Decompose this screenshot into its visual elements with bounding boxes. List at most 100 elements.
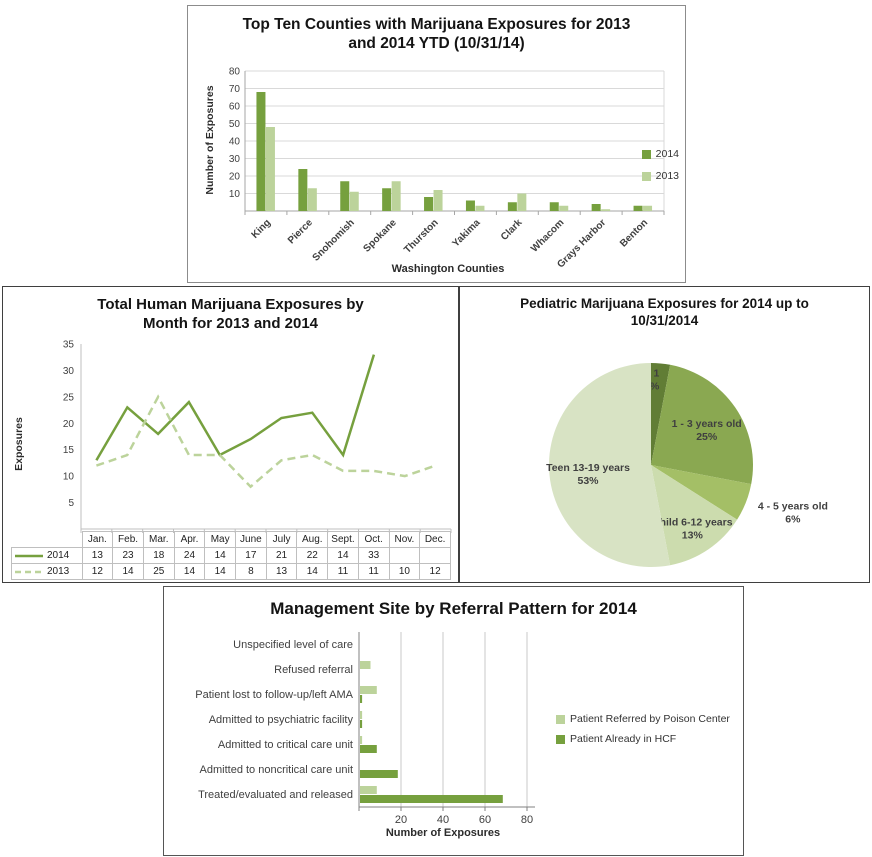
exposure-value-cell: 10 <box>388 563 421 580</box>
bar-poison-center-3 <box>360 711 363 719</box>
bar-2013-Clark <box>517 193 527 211</box>
series-legend: 2013 <box>12 566 82 577</box>
bar-2014-Snohomish <box>340 181 350 211</box>
bar-2013-Thurston <box>433 190 443 211</box>
exposure-value-cell: 25 <box>142 563 175 580</box>
pie-slice-Teen 13-19 years <box>548 363 671 567</box>
y-tick-label: 40 <box>229 137 241 148</box>
referral-bar-plot: 20 40 60 80 Unspecified level of care Refused… <box>195 632 535 826</box>
dashed-line-sample <box>15 570 43 573</box>
exposure-value-cell: 13 <box>81 547 114 564</box>
category-label: Unspecified level of care <box>233 639 353 651</box>
bar-2013-Pierce <box>307 188 317 211</box>
county-label: Whacom <box>529 217 566 254</box>
legend-swatch-2013 <box>641 171 651 181</box>
exposure-value-cell: 14 <box>204 547 237 564</box>
exposure-value-cell: 17 <box>235 547 267 564</box>
y-tick-label: 60 <box>229 102 241 113</box>
bar-poison-center-1 <box>360 661 371 669</box>
legend-swatch-2014 <box>641 149 651 159</box>
pediatric-chart-panel: Pediatric Marijuana Exposures for 2014 u… <box>459 286 870 583</box>
category-label: Admitted to noncritical care unit <box>200 764 353 776</box>
counties-x-axis-label: Washington Counties <box>391 263 505 275</box>
series-legend-cell: 2013 <box>11 563 83 580</box>
x-tick-label: 40 <box>437 814 449 826</box>
bar-2014-Grays Harbor <box>591 204 601 211</box>
exposure-value-cell: 12 <box>81 563 114 580</box>
solid-line-sample <box>15 554 43 557</box>
bar-2014-Benton <box>633 205 643 211</box>
month-header-cell: Apr. <box>173 531 206 548</box>
exposure-value-cell: 14 <box>112 563 144 580</box>
category-label: Admitted to critical care unit <box>218 739 353 751</box>
county-label: Pierce <box>286 217 315 246</box>
legend-label-2014: 2014 <box>655 148 679 160</box>
legend-label-poison-center: Patient Referred by Poison Center <box>570 713 730 725</box>
referral-x-axis-label: Number of Exposures <box>385 827 501 839</box>
month-header-cell: Aug. <box>296 531 329 548</box>
category-label: Refused referral <box>274 664 353 676</box>
category-label: Admitted to psychiatric facility <box>209 714 354 726</box>
counties-legend: 2014 2013 <box>641 148 679 182</box>
referral-chart-panel: Management Site by Referral Pattern for … <box>163 586 744 856</box>
y-tick-label: 5 <box>68 498 74 509</box>
exposure-value-cell <box>419 547 451 564</box>
month-header-cell: Mar. <box>142 531 175 548</box>
y-tick-label: 70 <box>229 84 241 95</box>
pie-label-4 - 5 years old: 4 - 5 years old 6% <box>758 500 828 525</box>
bar-2014-Thurston <box>424 197 434 211</box>
bar-already-hcf-5 <box>360 770 398 778</box>
y-tick-label: 15 <box>63 445 75 456</box>
legend-item-2014: 2014 <box>641 148 679 160</box>
bar-poison-center-6 <box>360 786 377 794</box>
exposure-value-cell: 13 <box>265 563 298 580</box>
y-tick-label: 25 <box>63 392 75 403</box>
legend-swatch-already-hcf <box>556 734 565 744</box>
exposure-value-cell: 21 <box>265 547 298 564</box>
county-label: Spokane <box>362 217 400 255</box>
series-legend: 2014 <box>12 550 82 561</box>
bar-2013-Benton <box>643 205 653 211</box>
counties-chart-title: Top Ten Counties with Marijuana Exposure… <box>242 16 631 53</box>
bar-2014-Whacom <box>549 202 559 211</box>
y-tick-label: 20 <box>229 172 241 183</box>
exposure-value-cell: 11 <box>357 563 390 580</box>
y-tick-label: 10 <box>229 189 241 200</box>
county-label: Snohomish <box>311 217 357 263</box>
exposure-value-cell: 14 <box>296 563 329 580</box>
referral-legend: Patient Referred by Poison Center Patien… <box>556 713 730 745</box>
month-header-cell: Feb. <box>112 531 144 548</box>
exposure-value-cell: 14 <box>327 547 359 564</box>
exposure-value-cell: 18 <box>142 547 175 564</box>
pie-slice-4 - 5 years old <box>651 465 752 520</box>
y-tick-label: 10 <box>63 472 75 483</box>
bar-2013-Whacom <box>559 205 569 211</box>
pie-slice-< 1 <box>651 363 671 465</box>
y-tick-label: 30 <box>229 154 241 165</box>
monthly-line-plot: 5 10 15 20 25 30 35 <box>63 340 452 533</box>
exposure-value-cell: 14 <box>173 563 206 580</box>
month-header-cell: Jan. <box>81 531 114 548</box>
y-tick-label: 35 <box>63 340 75 351</box>
county-label: Clark <box>499 217 525 243</box>
monthly-chart-title: Total Human Marijuana Exposures by Month… <box>97 296 364 332</box>
exposure-value-cell: 33 <box>357 547 390 564</box>
y-tick-label: 50 <box>229 119 241 130</box>
category-label: Patient lost to follow-up/left AMA <box>195 689 353 701</box>
monthly-data-table: Jan. Feb. Mar. Apr. May June July Aug. Sept. Oct.… <box>11 531 451 580</box>
exposure-value-cell: 14 <box>204 563 237 580</box>
bar-poison-center-4 <box>360 736 363 744</box>
bar-already-hcf-4 <box>360 745 377 753</box>
pediatric-chart-title: Pediatric Marijuana Exposures for 2014 u… <box>520 296 809 328</box>
bar-2013-Spokane <box>391 181 401 211</box>
x-tick-label: 60 <box>479 814 491 826</box>
legend-item-2013: 2013 <box>641 170 679 182</box>
bar-2014-Pierce <box>298 169 308 211</box>
y-tick-label: 30 <box>63 366 75 377</box>
pie-slice-Child 6-12 years <box>651 465 738 566</box>
bar-2013-King <box>265 127 275 211</box>
month-header-cell: May <box>204 531 237 548</box>
bar-2013-Grays Harbor <box>601 209 611 211</box>
month-header-cell: Dec. <box>419 531 451 548</box>
